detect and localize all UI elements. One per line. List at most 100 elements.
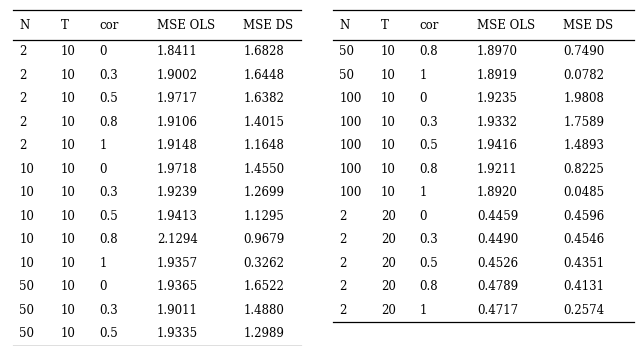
Text: 0.3: 0.3 (99, 304, 118, 317)
Text: 0.9679: 0.9679 (243, 233, 284, 246)
Text: 100: 100 (339, 186, 362, 199)
Text: 10: 10 (381, 163, 396, 176)
Text: 1.7589: 1.7589 (563, 116, 604, 129)
Text: 1.9211: 1.9211 (477, 163, 518, 176)
Text: 0.4490: 0.4490 (477, 233, 518, 246)
Text: 1.6382: 1.6382 (243, 92, 284, 105)
Text: 2: 2 (339, 280, 347, 293)
Text: 1.9011: 1.9011 (157, 304, 198, 317)
Text: 100: 100 (339, 116, 362, 129)
Text: 100: 100 (339, 139, 362, 152)
Text: 1.8920: 1.8920 (477, 186, 518, 199)
Text: 1: 1 (419, 304, 427, 317)
Text: 50: 50 (339, 69, 354, 82)
Text: 0.8: 0.8 (99, 233, 118, 246)
Text: 0.3: 0.3 (99, 186, 118, 199)
Text: T: T (61, 19, 68, 32)
Text: 10: 10 (381, 186, 396, 199)
Text: 1.9357: 1.9357 (157, 257, 198, 270)
Text: 2: 2 (19, 92, 27, 105)
Text: 10: 10 (19, 233, 34, 246)
Text: 2: 2 (339, 304, 347, 317)
Text: 0.3262: 0.3262 (243, 257, 284, 270)
Text: 50: 50 (339, 45, 354, 58)
Text: 10: 10 (61, 116, 76, 129)
Text: 1.9718: 1.9718 (157, 163, 198, 176)
Text: 10: 10 (381, 69, 396, 82)
Text: 0.4526: 0.4526 (477, 257, 518, 270)
Text: 10: 10 (61, 163, 76, 176)
Text: 1.4893: 1.4893 (563, 139, 604, 152)
Text: 1.9365: 1.9365 (157, 280, 198, 293)
Text: 1: 1 (99, 139, 107, 152)
Text: 100: 100 (339, 92, 362, 105)
Text: 0: 0 (419, 210, 427, 223)
Text: cor: cor (99, 19, 118, 32)
Text: 1.2699: 1.2699 (243, 186, 284, 199)
Text: 0.4789: 0.4789 (477, 280, 518, 293)
Text: 100: 100 (339, 163, 362, 176)
Text: 10: 10 (61, 327, 76, 340)
Text: 1.8411: 1.8411 (157, 45, 198, 58)
Text: MSE OLS: MSE OLS (477, 19, 535, 32)
Text: 0.3: 0.3 (419, 233, 438, 246)
Text: 10: 10 (61, 69, 76, 82)
Text: cor: cor (419, 19, 438, 32)
Text: 20: 20 (381, 210, 396, 223)
Text: 10: 10 (61, 139, 76, 152)
Text: 0.5: 0.5 (419, 139, 438, 152)
Text: 1.9416: 1.9416 (477, 139, 518, 152)
Text: 50: 50 (19, 280, 34, 293)
Text: 0.4596: 0.4596 (563, 210, 604, 223)
Text: 1.1295: 1.1295 (243, 210, 284, 223)
Text: 0.8225: 0.8225 (563, 163, 604, 176)
Text: 1.4880: 1.4880 (243, 304, 284, 317)
Text: T: T (381, 19, 388, 32)
Text: 20: 20 (381, 280, 396, 293)
Text: 2: 2 (19, 139, 27, 152)
Text: 0.8: 0.8 (419, 163, 438, 176)
Text: 2.1294: 2.1294 (157, 233, 198, 246)
Text: 10: 10 (61, 304, 76, 317)
Text: 10: 10 (381, 116, 396, 129)
Text: 10: 10 (19, 210, 34, 223)
Text: 1: 1 (419, 186, 427, 199)
Text: 1: 1 (99, 257, 107, 270)
Text: 0: 0 (99, 163, 107, 176)
Text: 10: 10 (19, 257, 34, 270)
Text: 1.8919: 1.8919 (477, 69, 518, 82)
Text: 0.3: 0.3 (99, 69, 118, 82)
Text: 0.8: 0.8 (419, 45, 438, 58)
Text: 1.9717: 1.9717 (157, 92, 198, 105)
Text: 1.2989: 1.2989 (243, 327, 284, 340)
Text: 1.6828: 1.6828 (243, 45, 284, 58)
Text: 10: 10 (61, 210, 76, 223)
Text: 1.9002: 1.9002 (157, 69, 198, 82)
Text: 0.0485: 0.0485 (563, 186, 604, 199)
Text: 50: 50 (19, 304, 34, 317)
Text: 0.4131: 0.4131 (563, 280, 604, 293)
Text: 0.3: 0.3 (419, 116, 438, 129)
Text: 1.4550: 1.4550 (243, 163, 284, 176)
Text: 2: 2 (19, 45, 27, 58)
Text: 1.9332: 1.9332 (477, 116, 518, 129)
Text: 0.2574: 0.2574 (563, 304, 604, 317)
Text: 10: 10 (381, 92, 396, 105)
Text: 10: 10 (61, 257, 76, 270)
Text: MSE DS: MSE DS (563, 19, 613, 32)
Text: 0: 0 (99, 280, 107, 293)
Text: 2: 2 (19, 116, 27, 129)
Text: 1.9235: 1.9235 (477, 92, 518, 105)
Text: 1: 1 (419, 69, 427, 82)
Text: 1.9148: 1.9148 (157, 139, 198, 152)
Text: 10: 10 (19, 186, 34, 199)
Text: 10: 10 (61, 233, 76, 246)
Text: 0.7490: 0.7490 (563, 45, 604, 58)
Text: 0: 0 (419, 92, 427, 105)
Text: 10: 10 (61, 280, 76, 293)
Text: 0.0782: 0.0782 (563, 69, 604, 82)
Text: N: N (339, 19, 349, 32)
Text: 0.8: 0.8 (99, 116, 118, 129)
Text: 10: 10 (381, 45, 396, 58)
Text: 0.4351: 0.4351 (563, 257, 604, 270)
